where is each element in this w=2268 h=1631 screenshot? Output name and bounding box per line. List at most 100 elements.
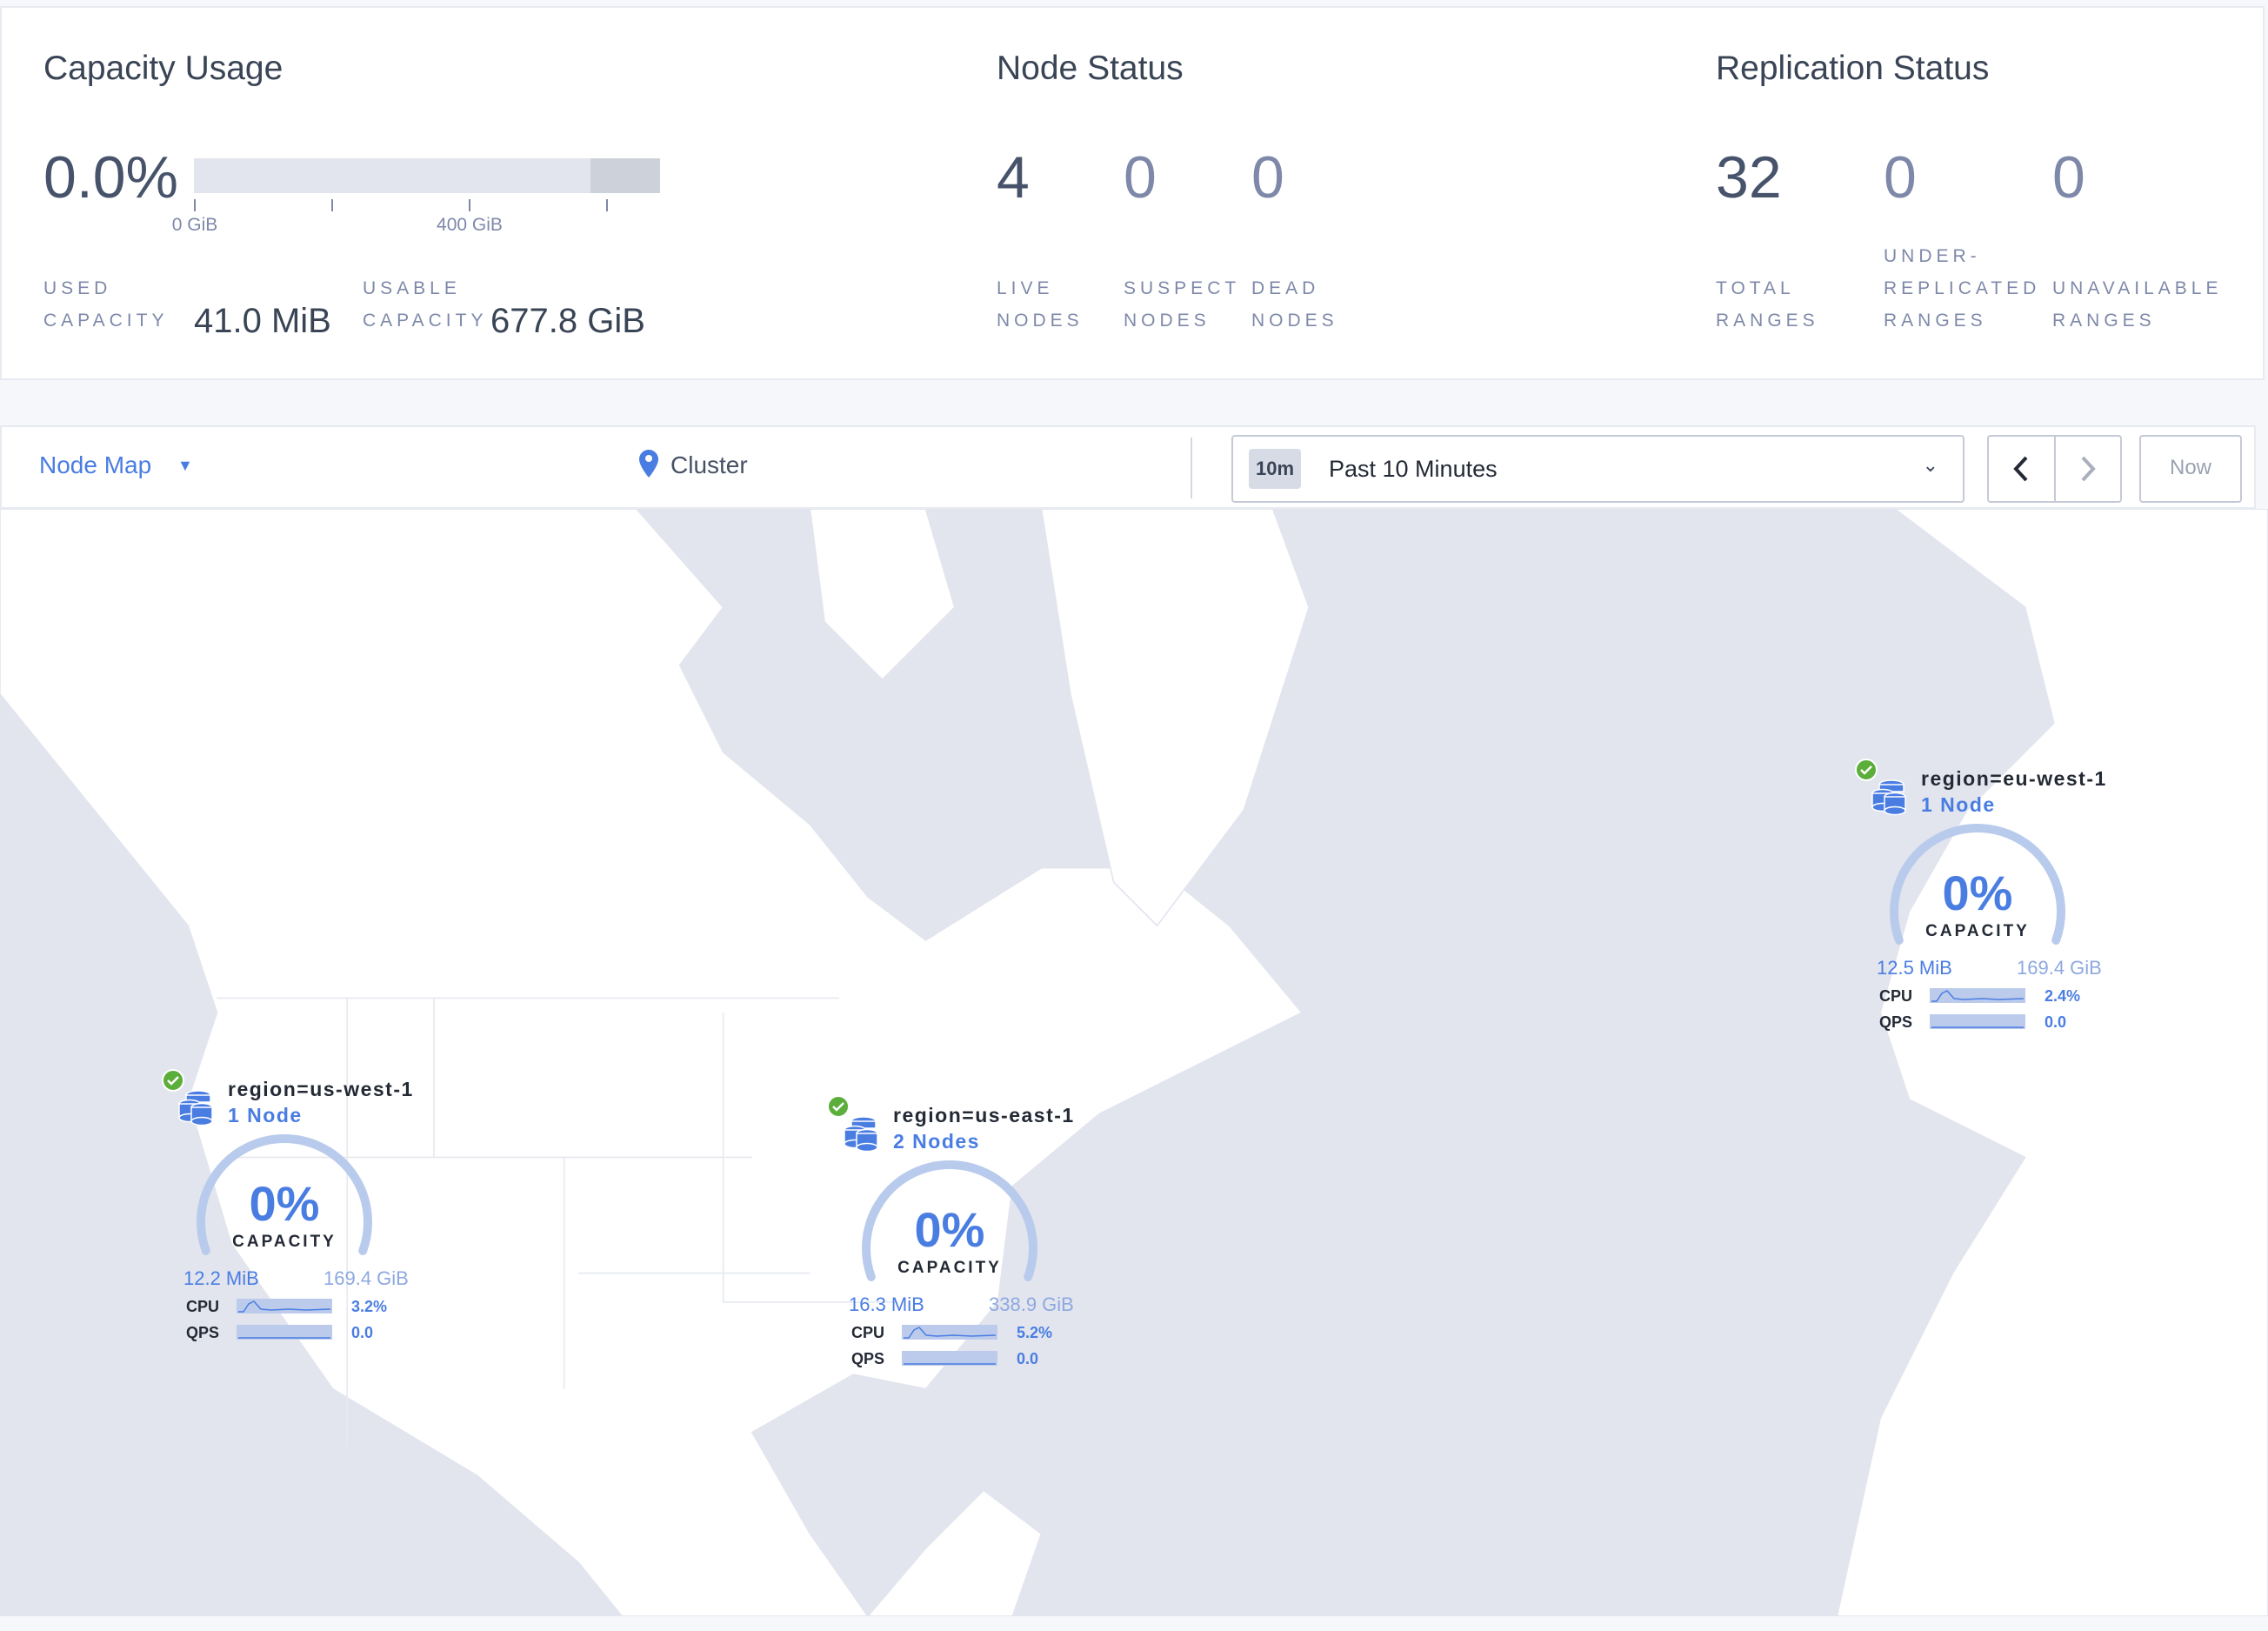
view-label: Node Map <box>39 451 152 478</box>
land-arctic-island <box>809 509 956 681</box>
capacity-gauge <box>862 1160 1037 1281</box>
label-line: UNDER- <box>1884 246 1981 266</box>
toolbar-divider <box>1191 438 1192 498</box>
total-capacity: 338.9 GiB <box>989 1293 1074 1315</box>
cpu-label: CPU <box>1879 987 1913 1005</box>
next-button[interactable] <box>2056 437 2121 501</box>
used-capacity: 16.3 MiB <box>849 1293 924 1315</box>
database-icon <box>844 1116 878 1153</box>
qps-value: 0.0 <box>351 1324 374 1341</box>
node-count-link[interactable]: 2 Nodes <box>893 1130 980 1153</box>
replication-status-title: Replication Status <box>1716 50 1990 87</box>
capacity-label: CAPACITY <box>1925 922 2030 940</box>
label-line: DEAD <box>1251 278 1320 298</box>
capacity-percent: 0% <box>1942 866 2013 920</box>
view-dropdown[interactable]: Node Map ▼ <box>39 451 193 479</box>
cpu-label: CPU <box>186 1298 220 1315</box>
suspect-nodes-label: SUSPECT NODES <box>1124 272 1240 337</box>
now-button[interactable]: Now <box>2139 435 2242 503</box>
label-line: NODES <box>1124 311 1211 331</box>
capacity-label: CAPACITY <box>232 1233 337 1251</box>
label-line: UNAVAILABLE <box>2052 278 2223 298</box>
total-ranges-label: TOTAL RANGES <box>1716 272 1819 337</box>
used-capacity-label: USED CAPACITY <box>43 272 168 337</box>
node-status-title: Node Status <box>997 50 1184 87</box>
unavailable-value: 0 <box>2052 144 2085 211</box>
time-range-select[interactable]: 10m Past 10 Minutes ⌄ <box>1231 435 1964 503</box>
total-capacity: 169.4 GiB <box>324 1267 409 1289</box>
capacity-label: CAPACITY <box>897 1259 1002 1277</box>
axis-tick <box>606 199 608 211</box>
label-line: CAPACITY <box>363 311 488 331</box>
chevron-down-icon: ⌄ <box>1922 454 1938 476</box>
usable-capacity-label: USABLE CAPACITY <box>363 272 487 337</box>
axis-tick <box>469 199 470 211</box>
healthy-check-icon <box>1855 759 1878 781</box>
capacity-bar <box>194 158 660 193</box>
state-borders <box>217 997 897 1447</box>
chevron-left-icon <box>2013 456 2028 482</box>
label-line: USABLE <box>363 278 461 298</box>
usable-capacity-value: 677.8 GiB <box>490 302 645 340</box>
label-line: REPLICATED <box>1884 278 2041 298</box>
label-line: NODES <box>1251 311 1338 331</box>
capacity-gauge <box>197 1134 372 1255</box>
total-capacity: 169.4 GiB <box>2017 957 2102 979</box>
region-name[interactable]: region=eu-west-1 <box>1921 767 2107 790</box>
label-line: NODES <box>997 311 1084 331</box>
capacity-bar-unavailable <box>590 158 660 193</box>
land-central-america <box>866 1489 1043 1616</box>
used-capacity: 12.2 MiB <box>183 1267 259 1289</box>
axis-label: 0 GiB <box>171 215 218 235</box>
region-name[interactable]: region=us-west-1 <box>228 1078 414 1100</box>
cpu-label: CPU <box>851 1324 885 1341</box>
label-line: USED <box>43 278 112 298</box>
qps-sparkline <box>902 1351 997 1366</box>
qps-sparkline <box>1930 1014 2025 1029</box>
healthy-check-icon <box>162 1069 184 1092</box>
qps-label: QPS <box>851 1350 885 1367</box>
node-marker-2[interactable]: region=eu-west-1 1 Node 0% CAPACITY 12.5… <box>1855 759 2133 1046</box>
label-line: SUSPECT <box>1124 278 1241 298</box>
node-marker-0[interactable]: region=us-west-1 1 Node 0% CAPACITY 12.2… <box>162 1069 440 1356</box>
node-map[interactable]: region=us-west-1 1 Node 0% CAPACITY 12.2… <box>0 509 2268 1616</box>
label-line: RANGES <box>1884 311 1987 331</box>
previous-button[interactable] <box>1989 437 2056 501</box>
qps-label: QPS <box>1879 1013 1913 1031</box>
caret-down-icon: ▼ <box>177 457 193 474</box>
database-icon <box>178 1090 213 1126</box>
time-nav-group <box>1987 435 2122 503</box>
land-europe <box>1836 509 2268 1616</box>
cpu-sparkline <box>1930 988 2025 1003</box>
cpu-sparkline <box>902 1325 997 1340</box>
healthy-check-icon <box>827 1095 850 1118</box>
node-count-link[interactable]: 1 Node <box>1921 793 1996 816</box>
node-count-link[interactable]: 1 Node <box>228 1104 303 1126</box>
live-nodes-label: LIVE NODES <box>997 272 1084 337</box>
region-name[interactable]: region=us-east-1 <box>893 1104 1075 1126</box>
label-line: RANGES <box>1716 311 1819 331</box>
world-map <box>0 509 2268 1616</box>
cpu-value: 3.2% <box>351 1298 388 1315</box>
cpu-sparkline <box>237 1299 332 1313</box>
land-greenland <box>1040 509 1311 927</box>
dead-nodes-label: DEAD NODES <box>1251 272 1338 337</box>
capacity-usage-title: Capacity Usage <box>43 50 284 87</box>
used-capacity: 12.5 MiB <box>1877 957 1952 979</box>
label-line: CAPACITY <box>43 311 169 331</box>
axis-label: 400 GiB <box>437 215 503 235</box>
axis-tick <box>331 199 333 211</box>
unavailable-label: UNAVAILABLE RANGES <box>2052 272 2222 337</box>
map-toolbar: Node Map ▼ Cluster 10m Past 10 Minutes ⌄… <box>0 425 2256 509</box>
breadcrumb[interactable]: Cluster <box>639 450 748 479</box>
capacity-percent: 0% <box>914 1202 985 1257</box>
location-pin-icon <box>639 450 658 478</box>
time-range-label: Past 10 Minutes <box>1329 456 1498 482</box>
summary-panel: Capacity Usage 0.0% 0 GiB 400 GiB USED CA… <box>0 6 2265 380</box>
axis-tick <box>194 199 196 211</box>
node-marker-1[interactable]: region=us-east-1 2 Nodes 0% CAPACITY 16.… <box>827 1095 1105 1382</box>
total-ranges-value: 32 <box>1716 144 1782 211</box>
live-nodes-value: 4 <box>997 144 1030 211</box>
capacity-gauge <box>1890 824 2065 945</box>
qps-sparkline <box>237 1325 332 1340</box>
